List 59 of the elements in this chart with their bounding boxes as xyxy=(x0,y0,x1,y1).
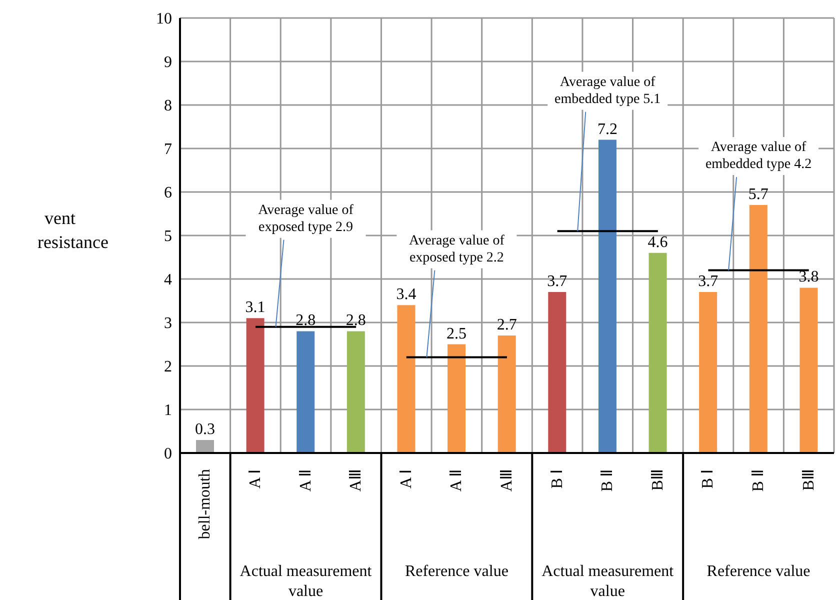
bar xyxy=(548,292,566,453)
x-tick-label: A Ⅱ xyxy=(297,469,314,492)
bar xyxy=(448,344,466,453)
data-label: 3.7 xyxy=(547,273,568,290)
y-tick-label: 5 xyxy=(164,228,172,246)
data-label: 7.2 xyxy=(597,120,618,138)
x-tick-label: B Ⅱ xyxy=(750,469,768,492)
data-label: 2.8 xyxy=(346,312,366,330)
data-label: 5.7 xyxy=(748,186,768,204)
data-label: 4.6 xyxy=(648,234,668,251)
text: Actual measurement value xyxy=(240,563,372,600)
x-tick-label: A Ⅰ xyxy=(246,469,264,489)
y-tick-label: 3 xyxy=(164,315,172,332)
text: Average value of exposed type 2.9 xyxy=(258,202,354,235)
bar xyxy=(397,305,416,453)
y-tick-label: 9 xyxy=(164,54,172,72)
y-tick-label: 8 xyxy=(164,98,172,115)
text: Actual measurement value xyxy=(542,563,674,600)
bar xyxy=(648,252,667,453)
data-label: 2.5 xyxy=(446,325,467,342)
bar xyxy=(699,292,718,453)
y-tick-label: 0 xyxy=(164,446,172,463)
x-tick-label: B Ⅱ xyxy=(599,469,616,492)
x-tick-label: B Ⅰ xyxy=(548,469,566,489)
data-label: 2.7 xyxy=(496,316,517,334)
data-label: 2.8 xyxy=(296,312,316,330)
y-axis-title: vent resistance xyxy=(38,208,108,252)
y-tick-label: 1 xyxy=(164,402,172,420)
x-tick-label: AⅢ xyxy=(498,469,516,492)
text: Average value of exposed type 2.2 xyxy=(409,233,505,266)
y-tick-label: 2 xyxy=(164,358,172,376)
data-label: 3.7 xyxy=(698,273,718,290)
data-label: 0.3 xyxy=(195,420,215,438)
x-tick-label: A Ⅱ xyxy=(448,469,466,492)
text: Average value of embedded type 5.1 xyxy=(554,74,661,107)
y-tick-label: 6 xyxy=(164,184,172,202)
data-label: 3.4 xyxy=(396,286,416,304)
bar xyxy=(296,331,315,453)
x-tick-label: A Ⅰ xyxy=(398,469,415,489)
bar xyxy=(598,140,616,453)
y-tick-label: 10 xyxy=(156,10,172,28)
x-tick-label: BⅢ xyxy=(800,469,818,491)
bar xyxy=(246,318,264,453)
bar xyxy=(346,331,365,453)
y-tick-label: 4 xyxy=(164,272,172,289)
bar xyxy=(196,440,214,453)
data-label: 3.1 xyxy=(245,299,266,316)
y-tick-label: 7 xyxy=(164,141,172,158)
x-tick-label: BⅢ xyxy=(649,469,666,491)
x-tick-label: bell-mouth xyxy=(196,469,214,540)
text: Reference value xyxy=(706,563,810,580)
x-tick-label: B Ⅰ xyxy=(700,469,717,489)
x-tick-label: AⅢ xyxy=(348,469,365,492)
bar xyxy=(749,205,768,453)
data-label: 3.8 xyxy=(798,268,819,286)
text: Reference value xyxy=(404,563,508,580)
text: Average value of embedded type 4.2 xyxy=(705,140,812,172)
bar xyxy=(800,288,818,453)
bar xyxy=(498,336,516,453)
